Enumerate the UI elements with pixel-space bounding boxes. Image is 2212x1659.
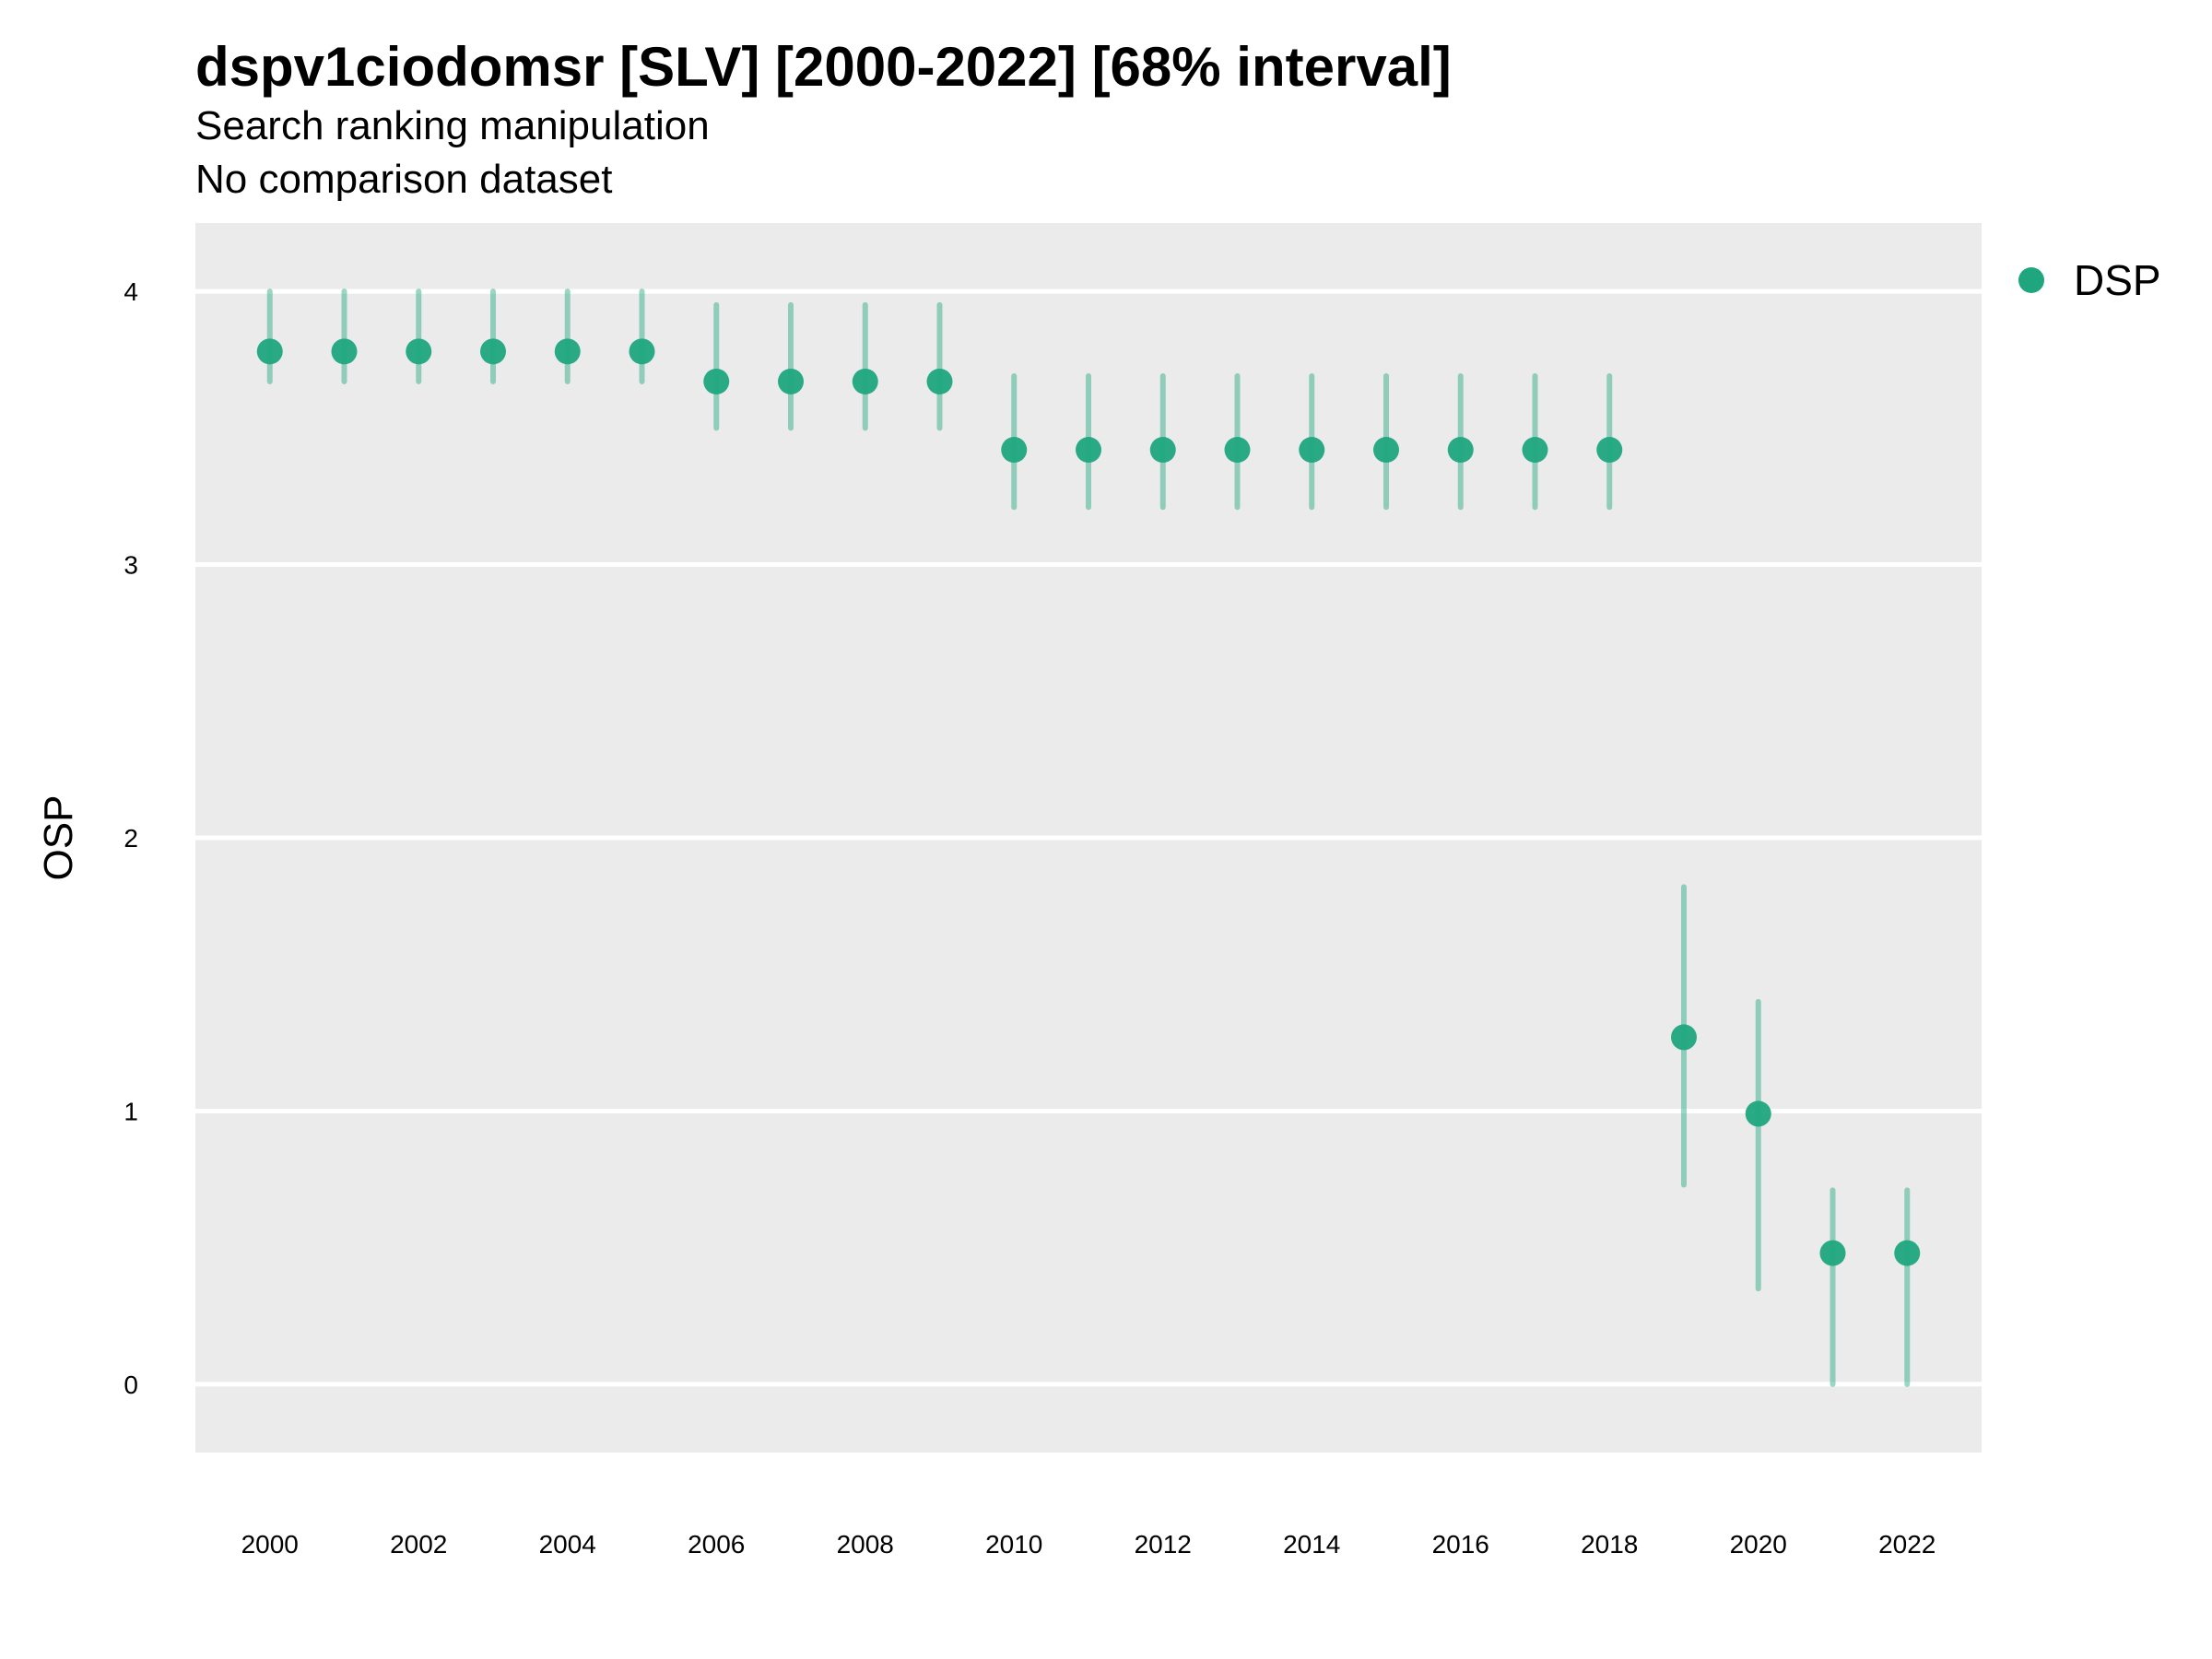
- x-tick-label: 2004: [539, 1530, 596, 1559]
- y-tick-label: 3: [124, 551, 138, 580]
- grid-lines: [195, 288, 1982, 1387]
- data-point: [629, 338, 655, 365]
- data-point: [406, 338, 432, 365]
- data-point: [1522, 437, 1548, 464]
- data-point: [1076, 437, 1101, 464]
- data-point: [1596, 437, 1623, 464]
- data-point: [1149, 437, 1176, 464]
- y-axis-title: OSP: [36, 795, 81, 881]
- y-tick-label: 1: [124, 1097, 138, 1125]
- data-point: [331, 338, 358, 365]
- data-point: [1001, 437, 1028, 464]
- x-tick-label: 2012: [1135, 1530, 1192, 1559]
- x-axis-ticks: 2000 2002 2004 2006 2008 2010 2012 2014 2016 2018…: [241, 1530, 1936, 1559]
- legend-marker-dsp: [2018, 267, 2044, 293]
- y-tick-label: 4: [124, 277, 138, 306]
- x-tick-label: 2000: [241, 1530, 299, 1559]
- x-tick-label: 2016: [1432, 1530, 1489, 1559]
- data-point: [1745, 1100, 1771, 1127]
- x-tick-label: 2006: [688, 1530, 745, 1559]
- data-point: [256, 338, 283, 365]
- data-point: [852, 368, 878, 394]
- data-point: [1894, 1240, 1921, 1266]
- data-point: [554, 338, 581, 365]
- y-tick-label: 2: [124, 824, 138, 853]
- data-point: [1224, 437, 1251, 464]
- data-point: [703, 368, 730, 394]
- data-point: [778, 368, 804, 394]
- x-tick-label: 2022: [1878, 1530, 1936, 1559]
- x-tick-label: 2008: [837, 1530, 894, 1559]
- chart-subtitle-line-2: No comparison dataset: [195, 157, 613, 202]
- x-tick-label: 2020: [1730, 1530, 1787, 1559]
- legend[interactable]: DSP: [2018, 256, 2161, 304]
- x-tick-label: 2018: [1581, 1530, 1638, 1559]
- chart-title: dspv1ciodomsr [SLV] [2000-2022] [68% int…: [195, 36, 1452, 98]
- data-point: [1373, 437, 1399, 464]
- chart-subtitle-line-1: Search ranking manipulation: [195, 103, 710, 148]
- data-point: [1447, 437, 1474, 464]
- data-point: [926, 368, 953, 394]
- data-point: [1819, 1240, 1846, 1266]
- y-tick-label: 0: [124, 1371, 138, 1399]
- data-point: [1299, 437, 1325, 464]
- data-points: [256, 338, 1921, 1266]
- data-point: [480, 338, 506, 365]
- x-tick-label: 2002: [390, 1530, 447, 1559]
- data-point: [1671, 1024, 1697, 1051]
- x-tick-label: 2010: [985, 1530, 1042, 1559]
- legend-label-dsp: DSP: [2074, 256, 2161, 304]
- y-axis-ticks: 0 1 2 3 4: [124, 277, 138, 1399]
- x-tick-label: 2014: [1283, 1530, 1340, 1559]
